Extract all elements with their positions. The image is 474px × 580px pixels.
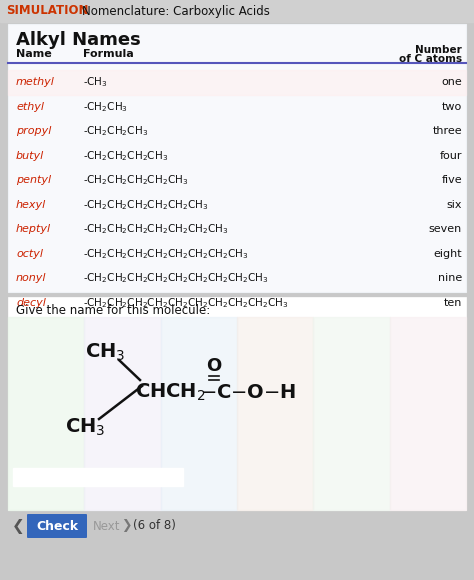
Text: eight: eight: [433, 249, 462, 259]
Text: -CH$_2$CH$_2$CH$_2$CH$_2$CH$_2$CH$_2$CH$_3$: -CH$_2$CH$_2$CH$_2$CH$_2$CH$_2$CH$_2$CH$…: [83, 222, 228, 236]
Bar: [84, 317, 161, 510]
Bar: [237, 317, 313, 510]
Text: butyl: butyl: [16, 151, 44, 161]
Text: Number: Number: [415, 45, 462, 55]
Text: two: two: [442, 102, 462, 112]
Text: -CH$_2$CH$_2$CH$_2$CH$_2$CH$_2$CH$_2$CH$_2$CH$_3$: -CH$_2$CH$_2$CH$_2$CH$_2$CH$_2$CH$_2$CH$…: [83, 247, 248, 260]
Text: Alkyl Names: Alkyl Names: [16, 31, 141, 49]
Text: -CH$_2$CH$_2$CH$_2$CH$_3$: -CH$_2$CH$_2$CH$_2$CH$_3$: [83, 149, 168, 162]
Bar: [8, 297, 466, 510]
Text: (6 of 8): (6 of 8): [133, 520, 176, 532]
Text: four: four: [439, 151, 462, 161]
Text: Name: Name: [16, 49, 52, 59]
Bar: [390, 317, 466, 510]
Text: nonyl: nonyl: [16, 273, 46, 283]
Text: -CH$_2$CH$_2$CH$_2$CH$_2$CH$_3$: -CH$_2$CH$_2$CH$_2$CH$_2$CH$_3$: [83, 173, 188, 187]
Text: ten: ten: [444, 298, 462, 308]
Bar: [0, 0, 474, 22]
Text: five: five: [441, 175, 462, 185]
Bar: [8, 70, 466, 95]
Bar: [8, 24, 466, 292]
Text: seven: seven: [429, 224, 462, 234]
Text: -CH$_2$CH$_2$CH$_2$CH$_2$CH$_2$CH$_3$: -CH$_2$CH$_2$CH$_2$CH$_2$CH$_2$CH$_3$: [83, 198, 208, 212]
Text: CH$_3$: CH$_3$: [85, 342, 125, 362]
Text: ethyl: ethyl: [16, 102, 44, 112]
Text: six: six: [447, 200, 462, 210]
Text: CH$_3$: CH$_3$: [65, 416, 105, 438]
FancyBboxPatch shape: [27, 514, 87, 538]
Bar: [161, 317, 237, 510]
Text: Nomenclature: Carboxylic Acids: Nomenclature: Carboxylic Acids: [82, 5, 270, 17]
Text: -CH$_3$: -CH$_3$: [83, 75, 108, 89]
Text: -CH$_2$CH$_2$CH$_3$: -CH$_2$CH$_2$CH$_3$: [83, 124, 148, 138]
Bar: [13, 468, 183, 486]
Text: ❮: ❮: [12, 519, 24, 534]
Text: ❯: ❯: [121, 520, 131, 532]
Text: one: one: [441, 77, 462, 87]
Text: decyl: decyl: [16, 298, 46, 308]
Text: O: O: [206, 357, 222, 375]
Text: Give the name for this molecule:: Give the name for this molecule:: [16, 303, 210, 317]
Text: -CH$_2$CH$_2$CH$_2$CH$_2$CH$_2$CH$_2$CH$_2$CH$_2$CH$_3$: -CH$_2$CH$_2$CH$_2$CH$_2$CH$_2$CH$_2$CH$…: [83, 271, 269, 285]
Text: -CH$_2$CH$_2$CH$_2$CH$_2$CH$_2$CH$_2$CH$_2$CH$_2$CH$_2$CH$_3$: -CH$_2$CH$_2$CH$_2$CH$_2$CH$_2$CH$_2$CH$…: [83, 296, 289, 310]
Text: pentyl: pentyl: [16, 175, 51, 185]
Text: three: three: [432, 126, 462, 136]
Text: Next: Next: [93, 520, 120, 532]
Text: SIMULATION: SIMULATION: [6, 5, 89, 17]
Text: propyl: propyl: [16, 126, 51, 136]
Text: hexyl: hexyl: [16, 200, 46, 210]
Text: Formula: Formula: [83, 49, 134, 59]
Text: octyl: octyl: [16, 249, 43, 259]
Bar: [8, 317, 84, 510]
Bar: [8, 24, 466, 292]
Text: $-$C$-$O$-$H: $-$C$-$O$-$H: [200, 382, 296, 401]
Text: CHCH$_2$: CHCH$_2$: [135, 382, 206, 403]
Text: heptyl: heptyl: [16, 224, 51, 234]
Text: Check: Check: [36, 520, 78, 532]
Text: of C atoms: of C atoms: [399, 54, 462, 64]
Text: nine: nine: [438, 273, 462, 283]
Bar: [313, 317, 390, 510]
Text: -CH$_2$CH$_3$: -CH$_2$CH$_3$: [83, 100, 128, 114]
Text: methyl: methyl: [16, 77, 55, 87]
